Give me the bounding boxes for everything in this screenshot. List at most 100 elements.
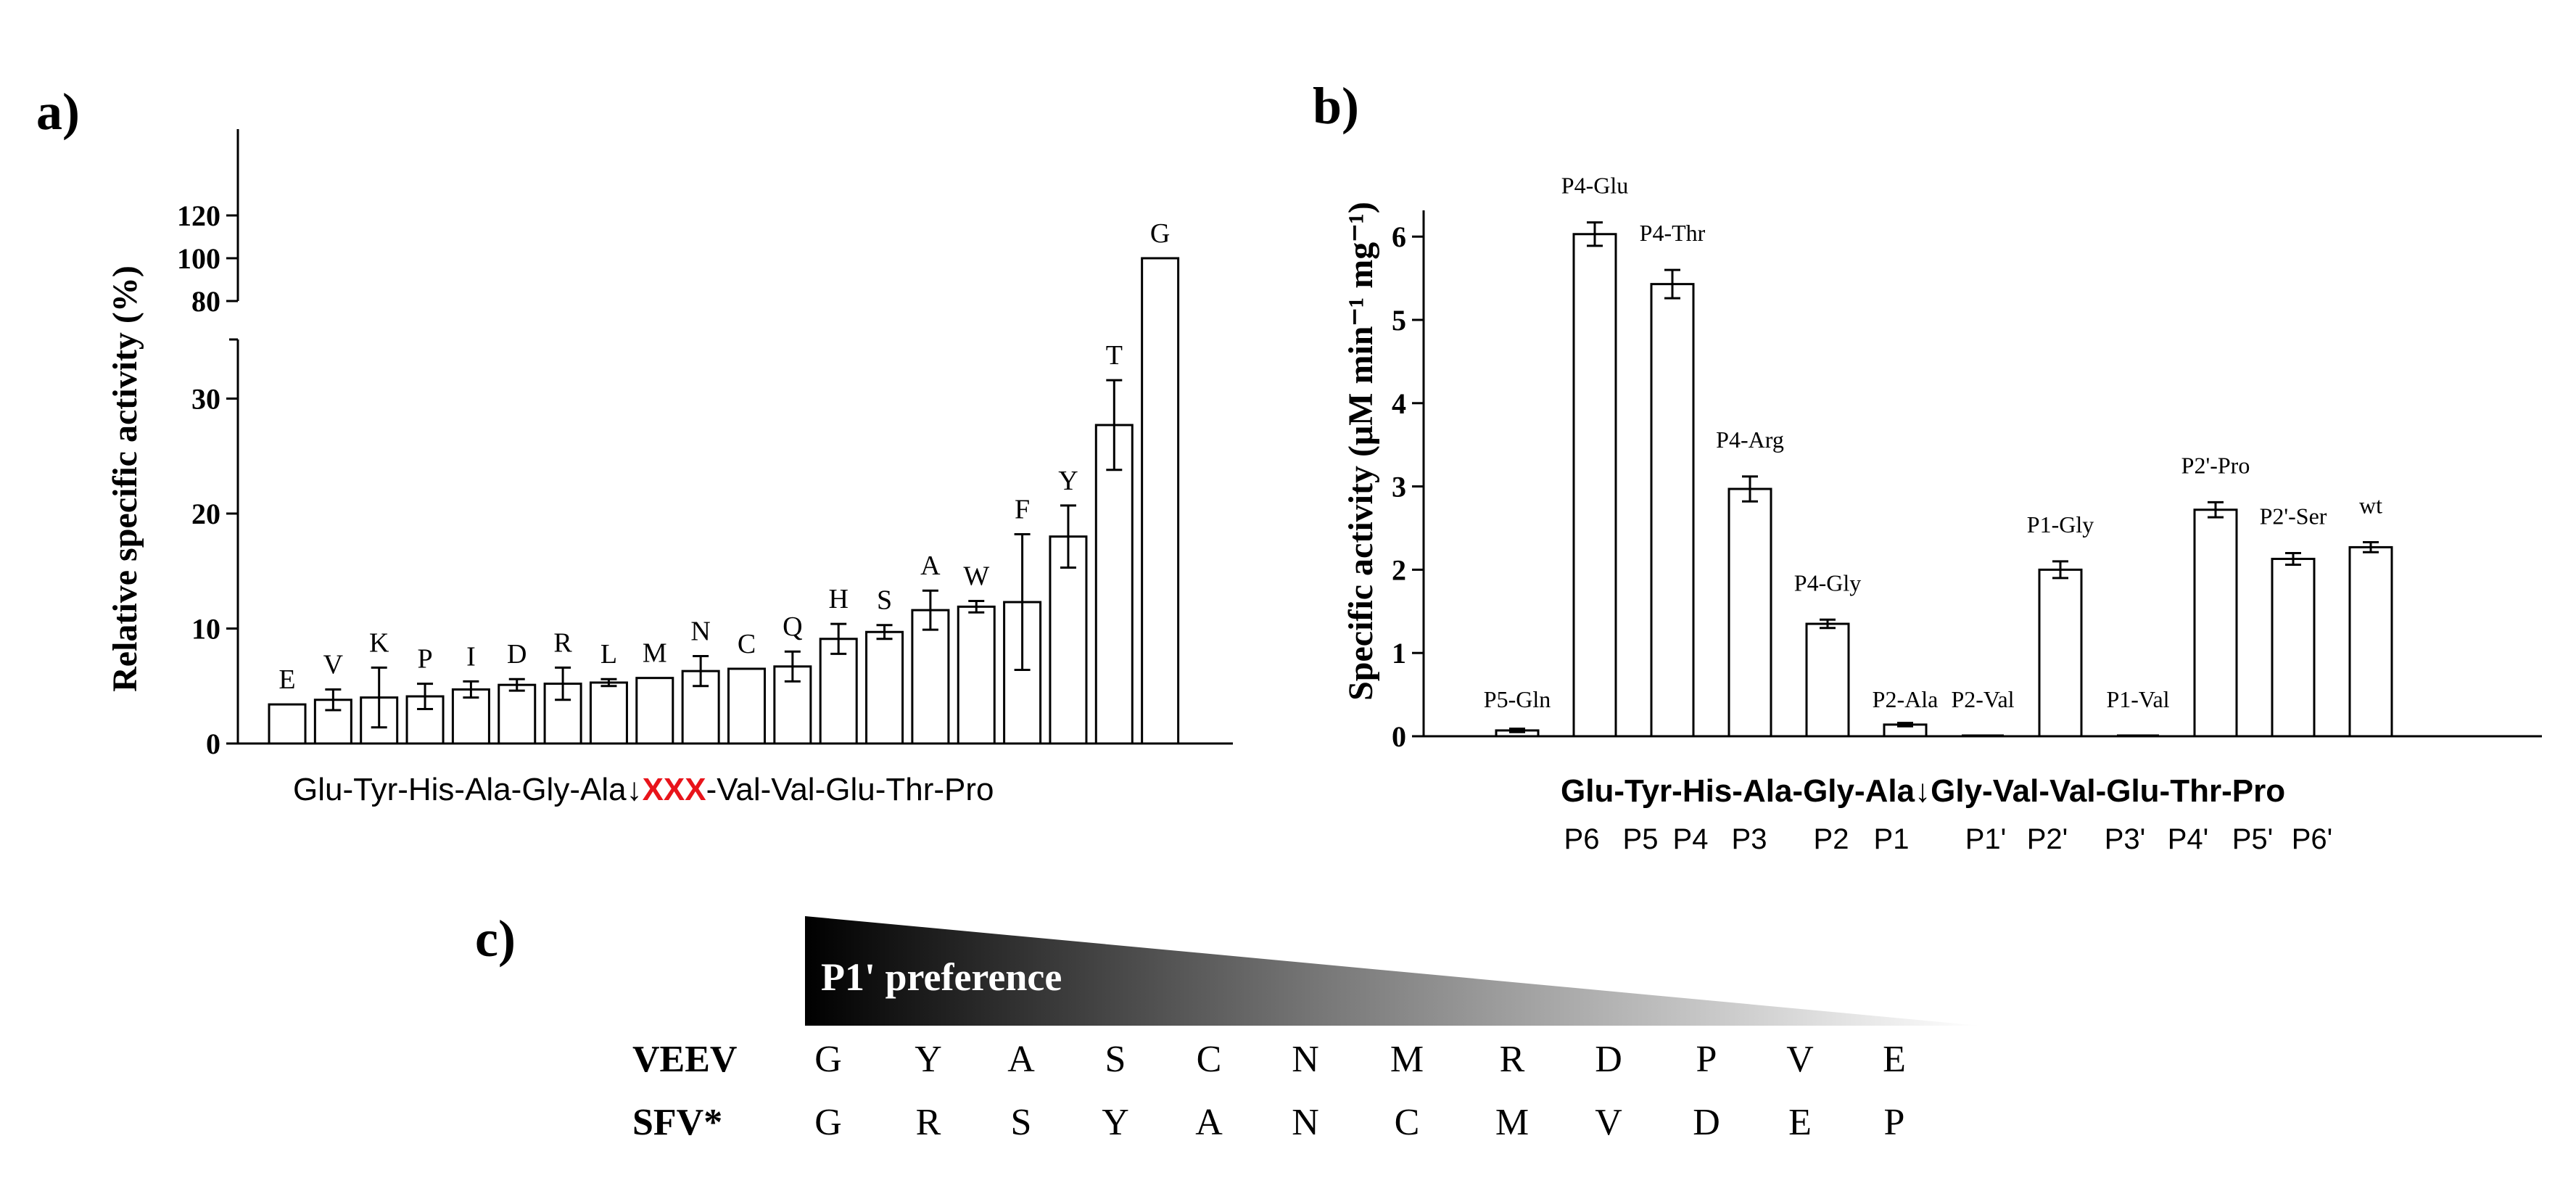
chart-b-bar-label: wt xyxy=(2359,493,2382,519)
chart-a-bar xyxy=(635,677,674,745)
preference-residue: E xyxy=(1883,1039,1906,1080)
chart-b-y-axis-title: Specific activity (μM min⁻¹ mg⁻¹) xyxy=(1342,202,1380,701)
preference-residue: D xyxy=(1693,1102,1720,1143)
chart-b-y-tick-label: 2 xyxy=(1392,553,1406,586)
chart-a-bar-label: C xyxy=(738,629,756,659)
chart-a-bar-label: I xyxy=(466,641,476,672)
chart-a-x-sequence: Glu-Tyr-His-Ala-Gly-Ala↓XXX-Val-Val-Glu-… xyxy=(293,772,994,807)
chart-a-bar xyxy=(1141,257,1180,745)
chart-a-bar xyxy=(589,681,628,745)
chart-a-bar xyxy=(819,638,858,745)
chart-b-position-label: P2 xyxy=(1814,823,1849,855)
preference-residue: Y xyxy=(915,1039,942,1080)
chart-a-y-tick-label: 30 xyxy=(191,383,220,416)
preference-residue: G xyxy=(814,1102,842,1143)
preference-residue: V xyxy=(1786,1039,1814,1080)
chart-b-bar xyxy=(2193,508,2238,738)
preference-residue: D xyxy=(1595,1039,1622,1080)
chart-a-bar xyxy=(268,703,307,745)
preference-label: P1' preference xyxy=(821,955,1062,999)
preference-residue: M xyxy=(1495,1102,1529,1143)
chart-b-bar xyxy=(1650,283,1695,738)
chart-a-bar-label: H xyxy=(828,584,848,614)
chart-a-y-tick-label: 20 xyxy=(191,498,220,530)
chart-a-bar-label: F xyxy=(1015,495,1030,525)
chart-a-bar xyxy=(498,683,537,745)
chart-a-seq-highlight: XXX xyxy=(643,772,706,807)
chart-a-seq-prefix: Glu-Tyr-His-Ala-Gly-Ala↓ xyxy=(293,772,643,807)
chart-a-y-tick-label: 100 xyxy=(177,242,220,275)
chart-a-bar xyxy=(957,605,996,745)
chart-b-y-tick-label: 5 xyxy=(1392,304,1406,337)
preference-residue: N xyxy=(1292,1102,1319,1143)
chart-b-bar xyxy=(2271,557,2316,738)
chart-b-position-label: P5' xyxy=(2232,823,2274,855)
chart-b-y-tick-label: 0 xyxy=(1392,720,1406,753)
chart-a-bar xyxy=(1094,424,1134,745)
preference-gradient-wedge xyxy=(805,916,1980,1026)
chart-b-bar-label: P4-Gly xyxy=(1794,569,1861,596)
chart-b-y-tick-label: 6 xyxy=(1392,221,1406,253)
preference-residue: E xyxy=(1788,1102,1812,1143)
chart-b-position-label: P5 xyxy=(1623,823,1659,855)
chart-a-bar-label: G xyxy=(1150,218,1170,249)
preference-residue: A xyxy=(1007,1039,1035,1080)
preference-residue: N xyxy=(1292,1039,1319,1080)
chart-b-position-label: P4 xyxy=(1673,823,1709,855)
chart-a-bar xyxy=(865,630,904,745)
chart-a-bars: E VKP I D R L MN CQH SA W FY T G xyxy=(268,218,1180,745)
preference-residue: A xyxy=(1195,1102,1223,1143)
preference-residue: C xyxy=(1197,1039,1222,1080)
chart-b-bar-label: P2'-Pro xyxy=(2181,452,2250,478)
chart-a-seq-suffix: -Val-Val-Glu-Thr-Pro xyxy=(706,772,994,807)
chart-b-y-tick-label: 1 xyxy=(1392,637,1406,670)
chart-b-bar-label: P1-Val xyxy=(2106,686,2169,712)
chart-b-bar-label: P2'-Ser xyxy=(2260,503,2327,529)
preference-residue: Y xyxy=(1102,1102,1129,1143)
chart-b-bar xyxy=(1572,233,1617,738)
chart-b-position-label: P3 xyxy=(1732,823,1767,855)
chart-a-bar-label: D xyxy=(507,639,527,670)
chart-a-y-tick-label: 0 xyxy=(206,728,220,760)
chart-b-y-tick-label: 4 xyxy=(1392,387,1406,420)
chart-b-positions: P6 P5 P4 P3 P2 P1 P1' P2' P3' P4' P5' P6' xyxy=(1564,823,2333,855)
panel-label-c: c) xyxy=(475,910,516,968)
chart-a-bar-label: A xyxy=(920,551,941,581)
chart-a-bar-label: S xyxy=(877,585,892,616)
chart-b-bar-label: P4-Glu xyxy=(1561,173,1628,199)
chart-b-y-tick-label: 3 xyxy=(1392,471,1406,503)
chart-a-bar xyxy=(727,667,766,745)
preference-residue: M xyxy=(1390,1039,1424,1080)
chart-b-bar xyxy=(2348,545,2393,738)
preference-residue: P xyxy=(1696,1039,1717,1080)
chart-b-position-label: P2' xyxy=(2027,823,2068,855)
chart-b-bar xyxy=(1727,487,1772,738)
chart-a-bar-label: Y xyxy=(1058,466,1078,496)
chart-a-bar-label: V xyxy=(323,650,344,680)
chart-a-bar-label: L xyxy=(600,639,617,670)
chart-a-bar-label: N xyxy=(690,617,710,647)
preference-residue: V xyxy=(1595,1102,1622,1143)
chart-b-bar-label: P5-Gln xyxy=(1484,686,1551,712)
chart-a-bar-label: E xyxy=(278,664,295,695)
preference-row-name: SFV* xyxy=(632,1102,722,1143)
preference-residue: P xyxy=(1884,1102,1905,1143)
preference-residue: R xyxy=(916,1102,941,1143)
chart-b-position-label: P3' xyxy=(2105,823,2146,855)
chart-a-bar-label: P xyxy=(417,644,432,675)
chart-a-y-tick-label: 80 xyxy=(191,285,220,318)
preference-residue: S xyxy=(1105,1039,1126,1080)
panel-label-b: b) xyxy=(1313,77,1359,135)
chart-a-bar-label: M xyxy=(643,638,667,669)
chart-b-bar-label: P2-Val xyxy=(1951,686,2014,712)
preference-residue: G xyxy=(814,1039,842,1080)
chart-b-position-label: P6 xyxy=(1564,823,1600,855)
chart-a-bar-label: R xyxy=(553,627,572,658)
chart-a-bar-label: T xyxy=(1106,340,1123,371)
preference-residue: R xyxy=(1500,1039,1525,1080)
chart-b-bar-label: P2-Ala xyxy=(1873,686,1939,712)
chart-b-bar xyxy=(1805,622,1850,738)
panel-label-a: a) xyxy=(36,83,80,141)
chart-b-bar-label: P1-Gly xyxy=(2027,511,2094,537)
